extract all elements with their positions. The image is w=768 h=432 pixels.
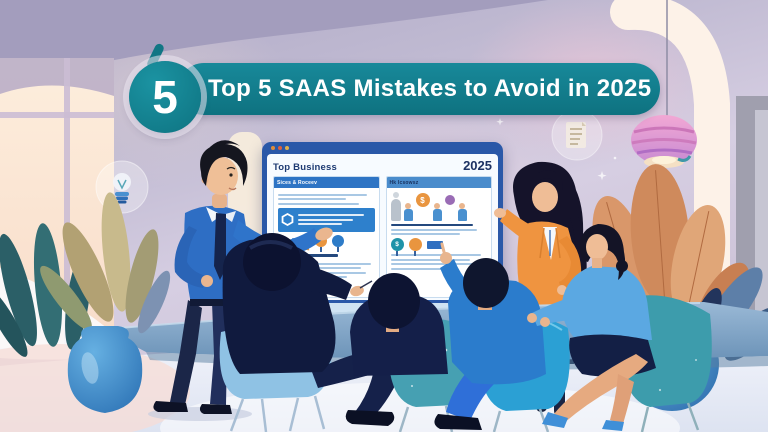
window-dot-icon <box>278 146 282 150</box>
text-line <box>278 193 367 196</box>
panel-left-header: Sices & Roceev <box>274 177 379 188</box>
label-box <box>426 240 443 249</box>
callout-box <box>278 207 375 232</box>
text-line <box>278 198 346 200</box>
chair-legs <box>640 402 700 432</box>
chair-legs <box>492 408 550 432</box>
window-dot-icon <box>271 146 275 150</box>
number-badge: 5 <box>129 61 201 133</box>
seated-man-3 <box>434 242 570 432</box>
dollar-coin-icon: $ <box>415 193 430 207</box>
panel-right-header: Hk Icsowsz <box>386 177 491 188</box>
high-heel-shoe <box>542 412 568 428</box>
headline-banner: Top 5 SAAS Mistakes to Avoid in 2025 <box>178 63 660 115</box>
potted-plant-left <box>40 192 171 413</box>
headline-text: Top 5 SAAS Mistakes to Avoid in 2025 <box>208 75 652 102</box>
high-heel-shoe <box>602 420 624 431</box>
person-figure-icon <box>403 203 413 221</box>
person-figure-icon <box>457 203 467 221</box>
document-icon <box>551 109 603 161</box>
section-line <box>390 223 473 226</box>
magnifier-dollar-icon: $ <box>390 238 404 256</box>
vase-left <box>67 326 143 413</box>
hexagon-icon <box>281 213 294 226</box>
ceiling <box>0 0 548 86</box>
browser-dots <box>271 146 289 150</box>
slide-year: 2025 <box>463 158 492 173</box>
magnifier-icon <box>408 238 422 256</box>
person-figure-icon <box>390 192 401 221</box>
person-figure-icon <box>432 203 442 221</box>
seated-woman <box>527 224 712 432</box>
window-dot-icon <box>285 146 289 150</box>
text-line <box>278 202 360 205</box>
magnifier-icon <box>332 234 344 252</box>
slide-title: Top Business <box>273 162 337 173</box>
purple-dot-icon <box>444 195 455 205</box>
seated-man-1 <box>219 233 398 432</box>
people-figures: $ <box>390 192 488 221</box>
chair-legs <box>229 395 326 432</box>
